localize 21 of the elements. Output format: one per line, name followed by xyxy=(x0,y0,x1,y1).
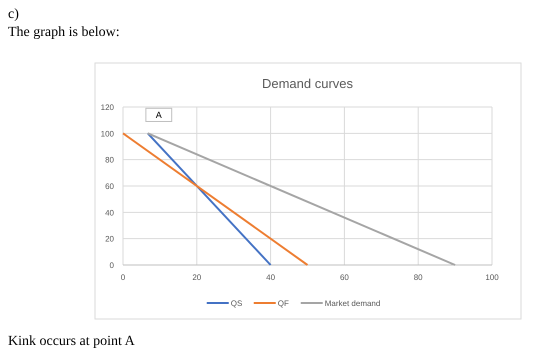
y-tick-label: 20 xyxy=(105,234,115,244)
y-tick-label: 0 xyxy=(110,261,115,270)
y-tick-label: 80 xyxy=(105,156,115,165)
x-tick-label: 80 xyxy=(414,273,424,282)
y-tick-label: 100 xyxy=(100,129,115,138)
text: c) xyxy=(8,7,20,22)
annotation: A xyxy=(156,110,162,120)
x-tick-label: 60 xyxy=(340,273,350,282)
chart-title: Demand curves xyxy=(262,76,354,91)
x-tick-label: 100 xyxy=(485,273,500,282)
y-tick-label: 120 xyxy=(100,103,115,112)
y-tick-label: 40 xyxy=(105,208,115,218)
legend-label: QS xyxy=(230,299,242,308)
legend-label: QF xyxy=(278,299,289,308)
text: The graph is below: xyxy=(8,25,120,40)
text: Kink occurs at point A xyxy=(8,334,136,349)
legend-label: Market demand xyxy=(324,299,380,308)
x-tick-label: 20 xyxy=(192,273,202,282)
y-tick-label: 60 xyxy=(105,182,115,191)
x-tick-label: 0 xyxy=(120,273,126,282)
x-tick-label: 40 xyxy=(266,273,276,282)
